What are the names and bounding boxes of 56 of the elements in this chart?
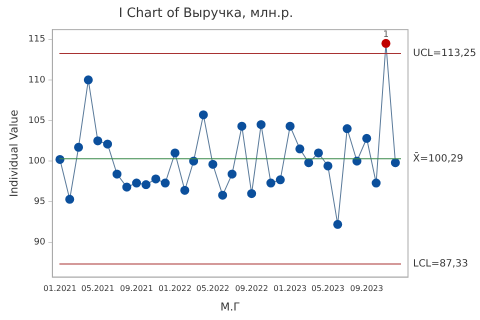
point <box>381 38 390 48</box>
x-axis-title: М.Г <box>220 300 240 314</box>
x-tick-label: 05.2022 <box>196 284 230 294</box>
point <box>65 194 74 204</box>
point <box>323 161 332 170</box>
x-tick-label: 01.2021 <box>43 284 76 294</box>
point <box>362 134 372 143</box>
x-tick-label: 01.2023 <box>274 284 307 294</box>
point <box>160 178 170 188</box>
y-tick-label: 100 <box>28 156 46 166</box>
point <box>84 75 93 84</box>
x-tick-label: 09.2022 <box>235 284 268 294</box>
point <box>266 178 276 188</box>
y-tick-label: 115 <box>28 34 46 45</box>
point <box>256 120 266 130</box>
point <box>112 170 122 179</box>
point <box>170 148 180 158</box>
ref-line-label: LCL=87,33 <box>413 258 468 270</box>
point <box>314 148 323 158</box>
x-tick-label: 05.2023 <box>311 284 344 294</box>
x-tick-label: 09.2021 <box>120 284 154 294</box>
annotation: 1 <box>383 30 389 40</box>
point <box>333 220 342 229</box>
point <box>93 136 102 146</box>
y-tick-label: 110 <box>28 75 46 86</box>
ref-line-label: X̄=100,29 <box>413 152 464 164</box>
point <box>228 170 237 179</box>
x-tick-label: 09.2023 <box>350 284 384 294</box>
y-tick-label: 105 <box>28 116 46 126</box>
ref-line-label: UCL=113,25 <box>413 48 476 60</box>
point <box>390 158 400 168</box>
y-axis-title: Individual Value <box>7 110 20 198</box>
x-tick-label: 01.2022 <box>158 284 192 294</box>
point <box>372 178 381 188</box>
point <box>342 124 352 134</box>
point <box>295 144 304 154</box>
point <box>247 189 256 198</box>
point <box>208 160 218 169</box>
point <box>218 190 228 200</box>
point <box>198 110 208 120</box>
point <box>237 122 246 131</box>
point <box>286 122 295 131</box>
y-tick-label: 95 <box>34 197 46 208</box>
point <box>304 158 314 168</box>
point <box>74 142 84 152</box>
point <box>103 140 112 149</box>
x-tick-label: 05.2021 <box>81 284 114 294</box>
point <box>142 180 151 190</box>
point <box>132 178 142 188</box>
y-tick-label: 90 <box>34 238 46 248</box>
chart-title: I Chart of Выручка, млн.р. <box>118 6 294 22</box>
point <box>276 175 285 184</box>
point <box>55 154 64 164</box>
point <box>122 182 132 192</box>
point <box>180 186 190 195</box>
point <box>151 174 160 184</box>
